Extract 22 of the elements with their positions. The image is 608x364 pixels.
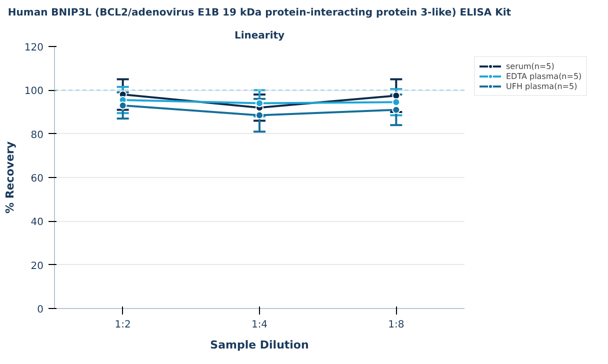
chart-subtitle: Linearity <box>234 30 286 42</box>
y-tick-label: 80 <box>30 130 44 141</box>
legend-label: serum(n=5) <box>506 61 554 71</box>
legend-label: EDTA plasma(n=5) <box>506 71 582 81</box>
x-axis-title: Sample Dilution <box>210 338 309 352</box>
legend-label: UFH plasma(n=5) <box>506 81 578 91</box>
point <box>392 98 400 106</box>
y-tick-label: 120 <box>24 42 44 54</box>
x-tick-label: 1:2 <box>114 320 131 330</box>
point <box>256 99 264 108</box>
y-tick-label: 100 <box>24 86 44 98</box>
point <box>256 111 264 120</box>
y-tick-label: 40 <box>30 217 44 228</box>
y-tick-label: 0 <box>37 304 44 316</box>
y-tick-label: 60 <box>30 174 44 184</box>
y-tick-label: 20 <box>30 260 44 272</box>
chart-title: Human BNIP3L (BCL2/adenovirus E1B 19 kDa protein-interacting protein 3-like) ELISA Kit <box>8 8 512 18</box>
point <box>118 101 127 110</box>
y-axis-title: % Recovery <box>3 141 16 214</box>
x-tick-label: 1:8 <box>388 320 404 330</box>
x-tick-label: 1:4 <box>251 320 268 330</box>
point <box>392 106 400 114</box>
